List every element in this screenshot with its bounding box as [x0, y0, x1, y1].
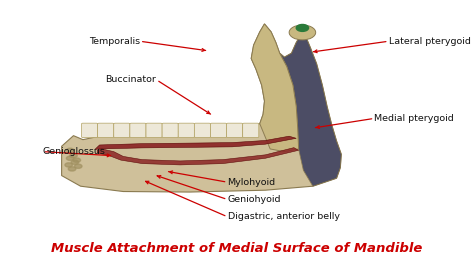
FancyBboxPatch shape [114, 123, 130, 138]
Text: Lateral pterygoid: Lateral pterygoid [389, 37, 471, 46]
Text: Geniohyoid: Geniohyoid [228, 195, 281, 204]
FancyBboxPatch shape [227, 123, 243, 138]
Text: Medial pterygoid: Medial pterygoid [374, 114, 454, 123]
FancyBboxPatch shape [82, 123, 98, 138]
Text: Muscle Attachment of Medial Surface of Mandible: Muscle Attachment of Medial Surface of M… [51, 242, 423, 255]
Polygon shape [95, 136, 296, 149]
FancyBboxPatch shape [194, 123, 210, 138]
Circle shape [296, 24, 309, 31]
Polygon shape [280, 35, 341, 186]
Text: Mylohyoid: Mylohyoid [228, 178, 276, 187]
FancyBboxPatch shape [146, 123, 162, 138]
FancyBboxPatch shape [98, 123, 114, 138]
Text: Genioglossus: Genioglossus [43, 147, 106, 156]
Circle shape [66, 156, 74, 160]
FancyBboxPatch shape [162, 123, 178, 138]
Circle shape [73, 158, 81, 162]
Polygon shape [97, 148, 299, 165]
Polygon shape [62, 24, 341, 192]
Circle shape [66, 148, 74, 152]
Text: Buccinator: Buccinator [106, 75, 156, 84]
FancyBboxPatch shape [178, 123, 194, 138]
Circle shape [74, 164, 82, 168]
Circle shape [70, 153, 77, 158]
Text: Temporalis: Temporalis [89, 37, 140, 46]
Circle shape [71, 160, 79, 164]
Text: Digastric, anterior belly: Digastric, anterior belly [228, 212, 339, 221]
FancyBboxPatch shape [210, 123, 227, 138]
FancyBboxPatch shape [243, 123, 259, 138]
FancyBboxPatch shape [130, 123, 146, 138]
Circle shape [289, 25, 316, 40]
Polygon shape [251, 24, 299, 152]
Circle shape [65, 163, 73, 167]
Circle shape [68, 167, 76, 171]
